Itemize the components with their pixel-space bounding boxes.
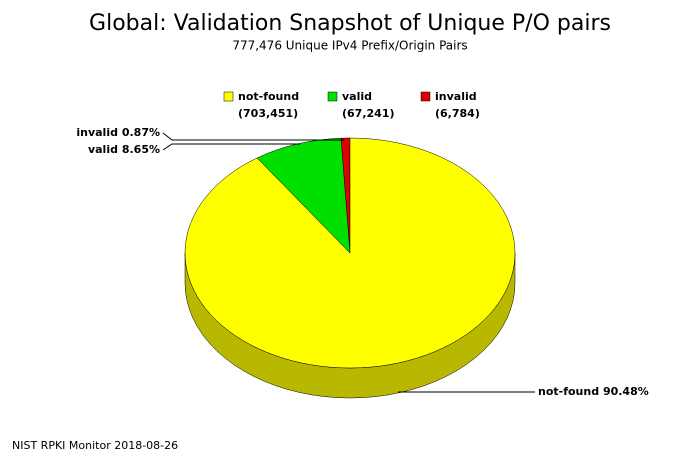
legend-count: (67,241) [342, 107, 395, 120]
chart-title: Global: Validation Snapshot of Unique P/… [89, 11, 611, 36]
slice-label: valid 8.65% [88, 143, 160, 156]
slice-label-name: invalid [76, 126, 118, 139]
slice-label-value: 8.65% [122, 143, 160, 156]
slice-label: not-found 90.48% [538, 385, 649, 398]
slice [184, 137, 516, 369]
legend-swatch [420, 91, 431, 102]
slice-label-name: not-found [538, 385, 599, 398]
slice-label: invalid 0.87% [76, 126, 160, 139]
legend-label: valid [342, 90, 372, 103]
legend-count: (6,784) [435, 107, 480, 120]
chart-subtitle: 777,476 Unique IPv4 Prefix/Origin Pairs [232, 39, 467, 53]
leader-line [162, 132, 344, 141]
legend-label: not-found [238, 90, 299, 103]
leader-line [162, 143, 300, 151]
legend-count: (703,451) [238, 107, 298, 120]
legend-label: invalid [435, 90, 477, 103]
footer: NIST RPKI Monitor 2018-08-26 [12, 439, 178, 452]
slice-label-value: 0.87% [122, 126, 160, 139]
slice-label-value: 90.48% [603, 385, 649, 398]
legend-swatch [327, 91, 338, 102]
slice-label-name: valid [88, 143, 118, 156]
legend-swatch [223, 91, 234, 102]
